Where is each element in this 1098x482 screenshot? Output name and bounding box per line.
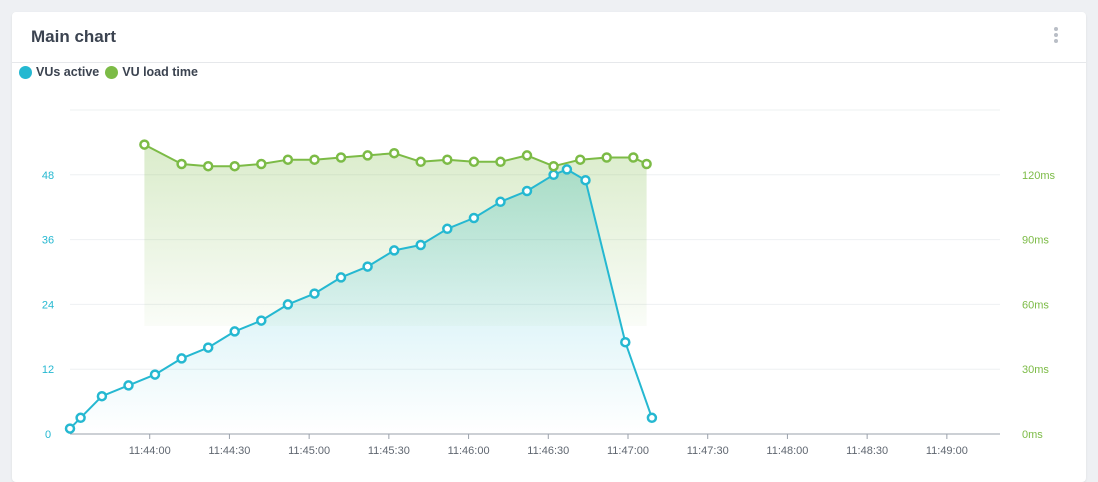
data-point-vu-load-time [388, 147, 400, 159]
data-point-vus-active [620, 336, 631, 348]
data-point-vus-active [561, 164, 573, 175]
x-tick-label: 11:45:30 [368, 445, 410, 457]
x-tick-label: 11:44:00 [129, 445, 171, 457]
data-point-vus-active [202, 342, 214, 353]
x-tick-label: 11:47:30 [687, 445, 729, 457]
data-point-vus-active [495, 196, 506, 208]
y-right-tick-label: 120ms [1022, 170, 1056, 182]
y-right-tick-label: 30ms [1022, 364, 1049, 376]
data-point-vus-active [149, 369, 161, 380]
card-title: Main chart [31, 27, 117, 46]
legend-label: VU load time [122, 65, 198, 79]
data-point-vu-load-time [139, 139, 150, 150]
y-left-tick-label: 36 [42, 235, 54, 247]
legend-label: VUs active [36, 65, 100, 79]
data-point-vu-load-time [176, 158, 187, 170]
vertical-dots-icon[interactable] [1049, 27, 1063, 47]
data-point-vus-active [309, 288, 320, 299]
chart-legend: VUs active VU load time [19, 64, 204, 80]
data-point-vus-active [335, 272, 347, 283]
x-tick-label: 11:45:00 [288, 445, 330, 457]
data-point-vu-load-time [468, 156, 480, 168]
data-point-vus-active [521, 185, 533, 197]
data-point-vus-active [468, 212, 480, 224]
legend-swatch-vu-load-time [105, 65, 119, 79]
data-point-vu-load-time [256, 158, 267, 170]
y-left-tick-label: 24 [42, 299, 54, 311]
data-point-vus-active [64, 423, 76, 434]
data-point-vu-load-time [601, 152, 612, 163]
card-header: Main chart [12, 12, 1086, 63]
x-tick-label: 11:49:00 [926, 445, 968, 457]
data-point-vus-active [362, 261, 373, 272]
y-left-tick-label: 48 [42, 170, 54, 182]
data-point-vu-load-time [335, 152, 347, 163]
data-point-vus-active [123, 380, 134, 391]
data-point-vu-load-time [548, 160, 559, 172]
data-point-vus-active [388, 245, 400, 256]
data-point-vus-active [176, 353, 187, 364]
x-tick-label: 11:48:30 [846, 445, 888, 457]
data-point-vus-active [646, 412, 658, 424]
x-tick-label: 11:46:30 [527, 445, 569, 457]
data-point-vu-load-time [415, 156, 426, 168]
area-vu-load-time [144, 144, 647, 326]
data-point-vus-active [96, 390, 108, 402]
data-point-vu-load-time [229, 160, 240, 172]
legend-swatch-vus-active [19, 65, 32, 79]
x-tick-label: 11:46:00 [448, 445, 490, 457]
y-right-tick-label: 0ms [1022, 429, 1043, 441]
data-point-vu-load-time [574, 154, 586, 165]
data-point-vu-load-time [521, 150, 533, 161]
y-right-tick-label: 60ms [1022, 299, 1049, 311]
x-tick-label: 11:48:00 [766, 445, 808, 457]
data-point-vu-load-time [202, 160, 214, 172]
legend-item-vus-active[interactable]: VUs active [19, 65, 99, 79]
data-point-vus-active [442, 223, 453, 235]
data-point-vu-load-time [628, 152, 639, 163]
data-point-vu-load-time [362, 150, 373, 161]
data-point-vus-active [415, 239, 426, 251]
x-tick-label: 11:44:30 [208, 445, 250, 457]
data-point-vu-load-time [641, 158, 652, 170]
data-point-vus-active [75, 412, 86, 424]
data-point-vus-active [548, 169, 559, 181]
x-tick-label: 11:47:00 [607, 445, 649, 457]
data-point-vu-load-time [442, 154, 453, 165]
data-point-vus-active [256, 315, 267, 326]
y-right-tick-label: 90ms [1022, 235, 1049, 247]
legend-item-vu-load-time[interactable]: VU load time [105, 65, 198, 79]
data-point-vu-load-time [282, 154, 294, 165]
y-left-tick-label: 12 [42, 364, 54, 376]
data-point-vus-active [580, 174, 591, 186]
data-point-vu-load-time [309, 154, 320, 165]
data-point-vus-active [282, 299, 294, 310]
y-left-tick-label: 0 [45, 429, 51, 441]
data-point-vu-load-time [495, 156, 506, 168]
data-point-vus-active [229, 326, 240, 337]
